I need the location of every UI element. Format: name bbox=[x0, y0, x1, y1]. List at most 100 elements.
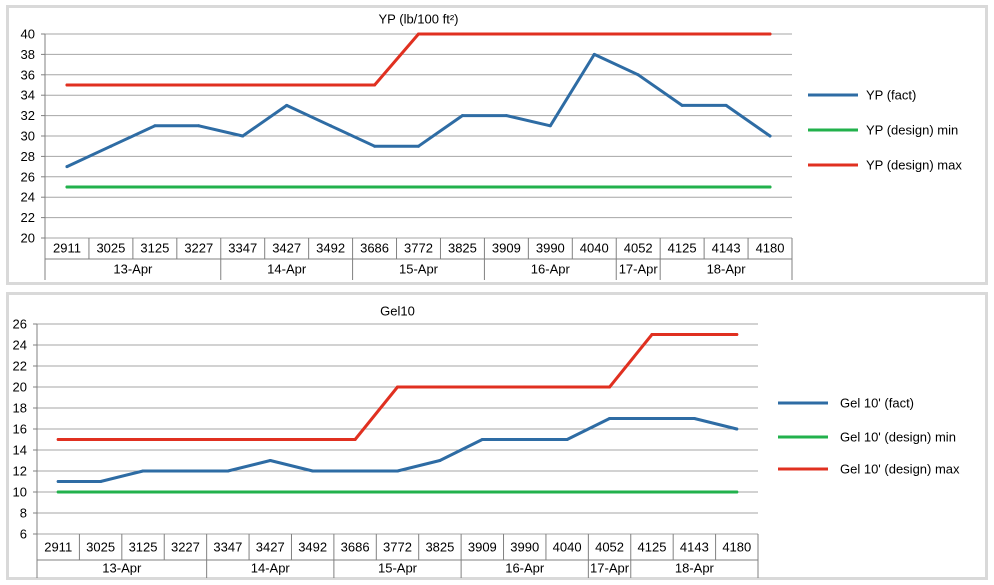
date-group-label: 14-Apr bbox=[251, 561, 291, 576]
date-group-label: 18-Apr bbox=[675, 561, 715, 576]
x-tick-label: 3686 bbox=[341, 540, 370, 555]
data-point bbox=[99, 438, 103, 441]
data-point bbox=[268, 459, 272, 462]
data-point bbox=[608, 490, 612, 494]
x-tick-label: 3125 bbox=[129, 540, 158, 555]
date-group-label: 16-Apr bbox=[505, 561, 545, 576]
x-tick-label: 4040 bbox=[580, 241, 609, 256]
data-point bbox=[768, 134, 772, 138]
data-point bbox=[735, 427, 739, 431]
data-point bbox=[183, 490, 187, 494]
data-point bbox=[56, 438, 60, 441]
y-tick-label: 26 bbox=[21, 169, 35, 184]
chart-title: YP (lb/100 ft²) bbox=[379, 12, 459, 27]
data-point bbox=[608, 385, 612, 389]
data-point bbox=[109, 185, 113, 189]
date-group-label: 15-Apr bbox=[378, 561, 418, 576]
y-tick-label: 20 bbox=[13, 380, 27, 395]
x-tick-label: 4040 bbox=[553, 540, 582, 555]
data-point bbox=[109, 144, 113, 148]
y-tick-label: 18 bbox=[13, 401, 27, 416]
x-tick-label: 2911 bbox=[44, 540, 72, 555]
x-tick-label: 3909 bbox=[468, 540, 497, 555]
data-point bbox=[373, 185, 377, 189]
data-point bbox=[56, 490, 60, 494]
date-group-label: 13-Apr bbox=[102, 561, 142, 576]
y-tick-label: 10 bbox=[13, 485, 27, 500]
x-tick-label: 4125 bbox=[638, 540, 667, 555]
data-point bbox=[523, 490, 527, 494]
data-point bbox=[692, 490, 696, 494]
x-tick-label: 3909 bbox=[492, 241, 521, 256]
x-tick-label: 3227 bbox=[171, 540, 200, 555]
data-point bbox=[241, 134, 245, 138]
data-point bbox=[460, 114, 464, 118]
data-point bbox=[226, 438, 230, 441]
data-point bbox=[692, 417, 696, 420]
x-tick-label: 3025 bbox=[96, 241, 125, 256]
data-point bbox=[768, 185, 772, 189]
date-group-label: 14-Apr bbox=[267, 262, 307, 277]
data-point bbox=[197, 185, 201, 189]
data-point bbox=[311, 438, 315, 441]
legend-label: Gel 10' (fact) bbox=[840, 396, 914, 411]
data-point bbox=[548, 185, 552, 189]
data-point bbox=[460, 185, 464, 189]
y-tick-label: 36 bbox=[21, 67, 35, 82]
data-point bbox=[735, 490, 739, 494]
data-point bbox=[592, 52, 596, 56]
data-point bbox=[268, 438, 272, 441]
data-point bbox=[636, 73, 640, 77]
data-point bbox=[373, 144, 377, 148]
data-point bbox=[417, 144, 420, 148]
x-tick-label: 3772 bbox=[404, 241, 433, 256]
x-tick-label: 3227 bbox=[184, 241, 213, 256]
y-tick-label: 26 bbox=[13, 317, 27, 332]
data-point bbox=[692, 333, 696, 336]
data-point bbox=[565, 385, 569, 389]
x-tick-label: 3025 bbox=[86, 540, 115, 555]
data-point bbox=[141, 438, 145, 441]
x-tick-label: 4052 bbox=[595, 540, 624, 555]
series-line bbox=[65, 52, 772, 169]
data-point bbox=[56, 480, 60, 483]
x-tick-label: 3990 bbox=[510, 540, 539, 555]
data-point bbox=[268, 490, 272, 494]
y-tick-label: 12 bbox=[13, 464, 27, 479]
x-tick-label: 3347 bbox=[228, 241, 257, 256]
y-tick-label: 16 bbox=[13, 422, 27, 437]
y-tick-label: 38 bbox=[21, 47, 35, 62]
data-point bbox=[65, 165, 69, 169]
data-point bbox=[460, 32, 464, 36]
y-tick-label: 24 bbox=[21, 190, 35, 205]
data-point bbox=[480, 490, 484, 494]
data-point bbox=[504, 114, 508, 118]
x-tick-label: 4143 bbox=[712, 241, 741, 256]
y-tick-label: 22 bbox=[13, 359, 27, 374]
data-point bbox=[565, 490, 569, 494]
data-point bbox=[241, 83, 245, 87]
data-point bbox=[65, 83, 69, 87]
data-point bbox=[523, 438, 527, 441]
date-group-label: 18-Apr bbox=[707, 262, 747, 277]
data-point bbox=[680, 103, 684, 107]
data-point bbox=[396, 385, 399, 389]
data-point bbox=[153, 185, 157, 189]
data-point bbox=[438, 459, 442, 462]
data-point bbox=[183, 469, 187, 473]
x-tick-label: 4180 bbox=[756, 241, 785, 256]
date-group-label: 15-Apr bbox=[399, 262, 439, 277]
y-tick-label: 30 bbox=[21, 129, 35, 144]
y-tick-label: 22 bbox=[21, 210, 35, 225]
legend-label: YP (design) min bbox=[866, 123, 958, 138]
y-tick-label: 6 bbox=[20, 527, 27, 542]
y-tick-label: 14 bbox=[13, 443, 27, 458]
legend-label: YP (design) max bbox=[866, 158, 962, 173]
y-tick-label: 28 bbox=[21, 149, 35, 164]
data-point bbox=[197, 124, 201, 128]
x-tick-label: 2911 bbox=[53, 241, 81, 256]
y-tick-label: 24 bbox=[13, 338, 27, 353]
y-tick-label: 40 bbox=[21, 27, 35, 42]
series-line bbox=[65, 32, 772, 87]
